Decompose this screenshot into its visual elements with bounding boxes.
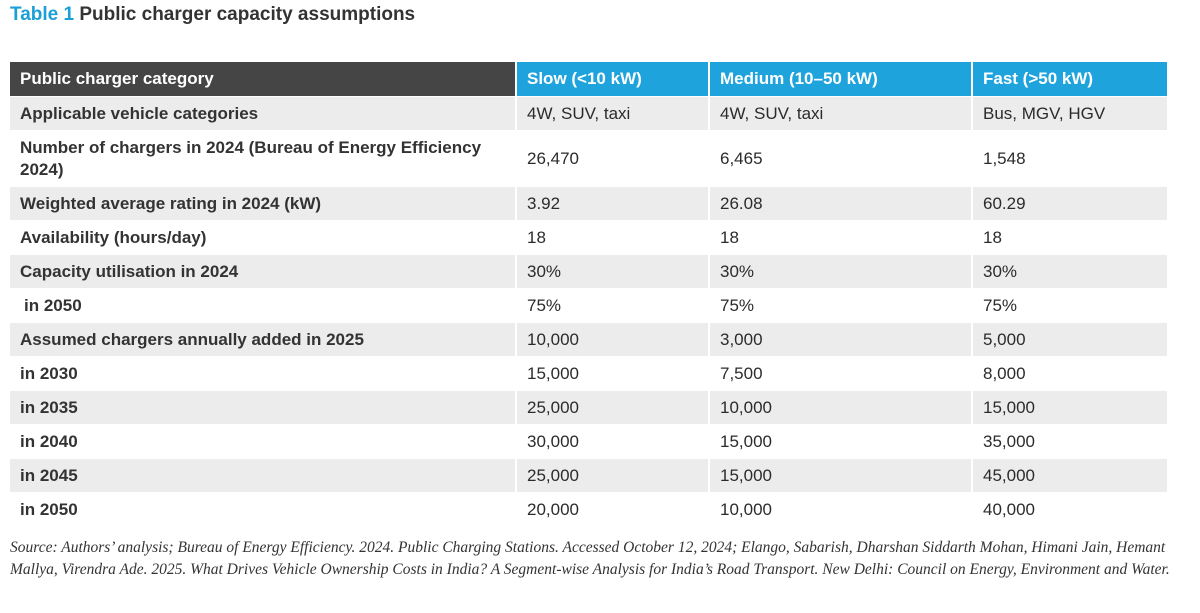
cell-slow: 25,000 [515, 458, 709, 493]
cell-slow: 30% [515, 254, 709, 289]
cell-fast: 60.29 [971, 186, 1167, 221]
cell-slow: 26,470 [515, 130, 709, 187]
table-row: in 2035 25,000 10,000 15,000 [10, 390, 1167, 425]
cell-slow: 15,000 [515, 356, 709, 391]
cell-fast: 30% [971, 254, 1167, 289]
row-label: in 2050 [10, 492, 516, 526]
header-slow: Slow (<10 kW) [515, 62, 709, 97]
row-label: in 2050 [10, 288, 516, 323]
row-label: Capacity utilisation in 2024 [10, 254, 516, 289]
table-row: Applicable vehicle categories 4W, SUV, t… [10, 96, 1167, 131]
table-row: Availability (hours/day) 18 18 18 [10, 220, 1167, 255]
table-row: in 2050 20,000 10,000 40,000 [10, 492, 1167, 526]
row-label: Number of chargers in 2024 (Bureau of En… [10, 130, 516, 187]
header-medium: Medium (10–50 kW) [708, 62, 972, 97]
cell-slow: 25,000 [515, 390, 709, 425]
charger-capacity-table: Public charger category Slow (<10 kW) Me… [10, 62, 1167, 526]
row-label: Availability (hours/day) [10, 220, 516, 255]
cell-medium: 3,000 [708, 322, 972, 357]
cell-medium: 26.08 [708, 186, 972, 221]
table-row: in 2045 25,000 15,000 45,000 [10, 458, 1167, 493]
cell-fast: 18 [971, 220, 1167, 255]
table-row: Capacity utilisation in 2024 30% 30% 30% [10, 254, 1167, 289]
row-label: Weighted average rating in 2024 (kW) [10, 186, 516, 221]
cell-slow: 75% [515, 288, 709, 323]
cell-medium: 18 [708, 220, 972, 255]
cell-fast: 1,548 [971, 130, 1167, 187]
cell-fast: 15,000 [971, 390, 1167, 425]
header-fast: Fast (>50 kW) [971, 62, 1167, 97]
row-label: in 2040 [10, 424, 516, 459]
table-title: Table 1 Public charger capacity assumpti… [10, 4, 415, 26]
cell-medium: 4W, SUV, taxi [708, 96, 972, 131]
cell-slow: 4W, SUV, taxi [515, 96, 709, 131]
cell-fast: Bus, MGV, HGV [971, 96, 1167, 131]
header-category: Public charger category [10, 62, 516, 97]
table-caption: Public charger capacity assumptions [79, 4, 416, 25]
cell-medium: 6,465 [708, 130, 972, 187]
cell-fast: 8,000 [971, 356, 1167, 391]
cell-slow: 10,000 [515, 322, 709, 357]
cell-medium: 15,000 [708, 424, 972, 459]
table-row: Assumed chargers annually added in 2025 … [10, 322, 1167, 357]
cell-slow: 30,000 [515, 424, 709, 459]
row-label: in 2030 [10, 356, 516, 391]
header-row: Public charger category Slow (<10 kW) Me… [10, 62, 1167, 97]
cell-slow: 20,000 [515, 492, 709, 526]
row-label: Assumed chargers annually added in 2025 [10, 322, 516, 357]
cell-medium: 30% [708, 254, 972, 289]
cell-slow: 3.92 [515, 186, 709, 221]
cell-fast: 35,000 [971, 424, 1167, 459]
row-label: in 2035 [10, 390, 516, 425]
row-label: Applicable vehicle categories [10, 96, 516, 131]
row-label: in 2045 [10, 458, 516, 493]
cell-fast: 40,000 [971, 492, 1167, 526]
cell-medium: 15,000 [708, 458, 972, 493]
table-row: in 2050 75% 75% 75% [10, 288, 1167, 323]
cell-medium: 10,000 [708, 492, 972, 526]
cell-medium: 10,000 [708, 390, 972, 425]
table-number: Table 1 [10, 4, 75, 25]
cell-medium: 75% [708, 288, 972, 323]
table-row: Weighted average rating in 2024 (kW) 3.9… [10, 186, 1167, 221]
source-note: Source: Authors’ analysis; Bureau of Ene… [10, 539, 1170, 578]
table-row: Number of chargers in 2024 (Bureau of En… [10, 130, 1167, 187]
cell-medium: 7,500 [708, 356, 972, 391]
cell-fast: 5,000 [971, 322, 1167, 357]
cell-fast: 45,000 [971, 458, 1167, 493]
table-row: in 2040 30,000 15,000 35,000 [10, 424, 1167, 459]
cell-slow: 18 [515, 220, 709, 255]
cell-fast: 75% [971, 288, 1167, 323]
table-row: in 2030 15,000 7,500 8,000 [10, 356, 1167, 391]
